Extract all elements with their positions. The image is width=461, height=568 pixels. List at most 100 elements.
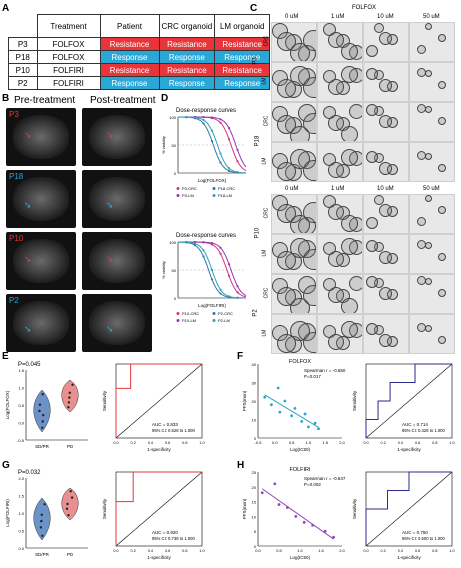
data-point xyxy=(313,421,317,425)
data-point xyxy=(227,169,231,172)
data-point xyxy=(210,278,214,281)
y-tick-label: 10 xyxy=(252,514,257,519)
y-tick-label: 50 xyxy=(172,143,177,148)
organoid-image xyxy=(363,234,409,274)
x-tick-label: 1.0 xyxy=(449,549,454,553)
x-tick-label: 1.0 xyxy=(306,440,312,445)
mri-image-pre: P2 ➘ xyxy=(6,294,76,352)
legend-label: P2-CRC xyxy=(218,311,233,316)
mri-patient-label: P18 xyxy=(9,172,24,181)
organoid-row-label: LM xyxy=(261,77,268,85)
x-axis-label: 1-specificity xyxy=(147,555,171,560)
y-axis-label: Sensitivity xyxy=(352,390,357,411)
data-point xyxy=(193,240,197,244)
violin xyxy=(61,379,79,413)
data-point xyxy=(40,513,43,516)
data-point xyxy=(210,241,214,245)
auc-ci: 95% CI: 0.500 to 1.000 xyxy=(402,536,446,541)
table-cell-id: P18 xyxy=(8,50,38,64)
table-cell-patient: Response xyxy=(99,76,160,90)
panel-label-e: E xyxy=(2,351,9,362)
table-cell-lm: Response xyxy=(214,76,271,90)
auc-ci: 95% CI: 0.426 to 1.000 xyxy=(402,428,446,433)
data-point xyxy=(219,121,222,124)
y-axis-label: Sensitivity xyxy=(102,390,107,411)
data-point xyxy=(236,171,239,174)
organoid-row-label: CRC xyxy=(263,207,270,219)
data-point xyxy=(303,412,307,416)
y-tick-label: 50 xyxy=(172,268,177,273)
table-cell-id: P10 xyxy=(8,63,38,77)
data-point xyxy=(227,274,231,277)
legend-marker xyxy=(212,319,216,322)
organoid-image xyxy=(271,142,317,182)
legend-marker xyxy=(176,312,180,315)
data-point xyxy=(227,126,231,130)
data-point xyxy=(65,507,69,510)
mri-image-post: ➘ xyxy=(82,108,152,166)
organoid-row-label: CRC xyxy=(263,287,270,299)
organoid-image xyxy=(271,102,317,142)
organoid-image xyxy=(409,62,455,102)
organoid-image xyxy=(363,194,409,234)
arrow-icon: ➘ xyxy=(106,324,114,334)
data-point xyxy=(227,167,231,170)
panel-label-h: H xyxy=(237,460,245,471)
y-tick-label: 20 xyxy=(252,485,257,490)
y-tick-label: 1.5 xyxy=(18,368,24,373)
table-cell-crc: Resistance xyxy=(158,63,216,77)
legend-label: P10-LM xyxy=(182,318,196,323)
scatter-folfiri: FOLFIRI 25 20 15 10 5 00.0 0.5 1.0 1.5 2.0 PFS(mon)… xyxy=(242,467,346,560)
data-point xyxy=(236,148,239,151)
x-tick-label: 1.5 xyxy=(318,548,324,553)
x-axis-label: Log(FOLFOX) xyxy=(198,178,227,183)
table-cell-id: P3 xyxy=(8,37,38,51)
table-row: P18 FOLFOX Response Response Response xyxy=(8,50,271,64)
legend-label: P10-CRC xyxy=(182,311,199,316)
violin xyxy=(33,389,51,433)
table-header: CRC organoid xyxy=(158,14,216,38)
arrow-icon: ➘ xyxy=(24,254,32,264)
dose-label: 10 uM xyxy=(377,186,394,192)
data-point xyxy=(290,414,293,418)
x-tick-label: -0.5 xyxy=(255,440,263,445)
mri-image-pre: P3 ➘ xyxy=(6,108,76,166)
organoid-image xyxy=(409,22,455,62)
y-axis-label: PFS(mon) xyxy=(242,390,247,411)
data-point xyxy=(193,116,197,119)
legend-marker xyxy=(212,187,216,190)
x-tick-label: 0.0 xyxy=(255,548,261,553)
table-cell-patient: Response xyxy=(99,50,160,64)
y-tick-label: 1.0 xyxy=(18,386,24,391)
x-tick-label: 0.8 xyxy=(182,549,187,553)
organoid-image xyxy=(271,314,317,354)
dose-label: 0 uM xyxy=(285,186,299,192)
x-tick-label: 0.0 xyxy=(113,441,118,445)
organoid-image xyxy=(409,234,455,274)
data-point xyxy=(70,496,74,499)
data-point xyxy=(68,391,72,394)
x-tick-label: 0.2 xyxy=(131,549,136,553)
organoid-image xyxy=(409,274,455,314)
organoid-image xyxy=(363,274,409,314)
y-tick-label: 25 xyxy=(252,470,257,475)
x-tick-label: 0.0 xyxy=(113,549,118,553)
y-tick-label: 0.5 xyxy=(18,529,24,534)
auc-ci: 95% CI: 0.626 to 1.000 xyxy=(152,428,196,433)
table-header: Treatment xyxy=(36,14,101,38)
data-point xyxy=(307,425,310,429)
p-value: P=0.002 xyxy=(304,482,321,487)
data-point xyxy=(66,502,69,506)
data-point xyxy=(43,503,46,506)
y-tick-label: 100 xyxy=(169,240,176,245)
table-cell-lm: Resistance xyxy=(214,37,271,51)
x-tick-label: 0.6 xyxy=(415,549,420,553)
panel-label-d: D xyxy=(161,93,169,104)
y-tick-label: 0.0 xyxy=(18,421,24,426)
x-tick-label: 1.5 xyxy=(322,440,328,445)
roc-curve xyxy=(365,471,452,546)
data-point xyxy=(227,138,231,141)
y-tick-label: 0.0 xyxy=(18,546,24,551)
organoid-row-label: LM xyxy=(261,329,268,337)
y-tick-label: 100 xyxy=(169,115,176,120)
